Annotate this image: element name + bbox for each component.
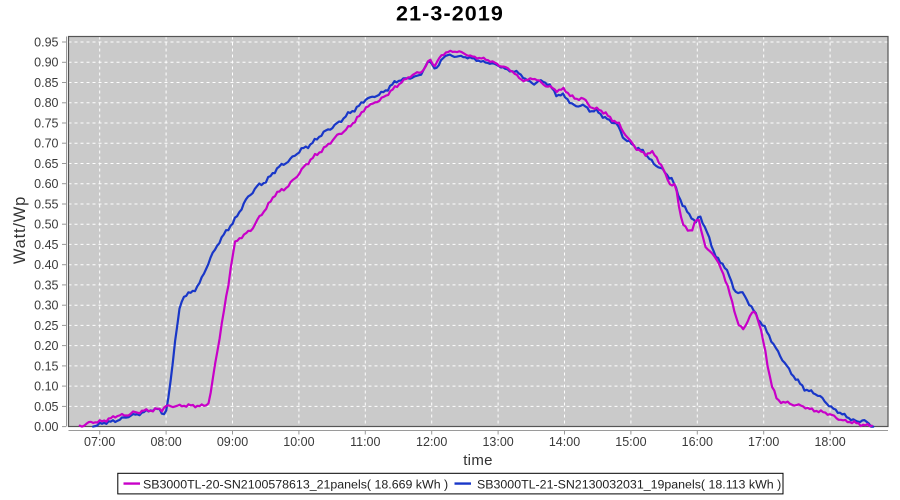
svg-text:0.60: 0.60 <box>34 177 58 191</box>
svg-text:0.50: 0.50 <box>34 218 58 232</box>
svg-text:15:00: 15:00 <box>615 435 646 449</box>
svg-text:0.75: 0.75 <box>34 116 58 130</box>
svg-text:0.90: 0.90 <box>34 56 58 70</box>
svg-text:21-3-2019: 21-3-2019 <box>396 2 504 26</box>
svg-text:0.55: 0.55 <box>34 197 58 211</box>
svg-text:18:00: 18:00 <box>814 435 845 449</box>
svg-text:10:00: 10:00 <box>283 435 314 449</box>
svg-text:0.35: 0.35 <box>34 278 58 292</box>
svg-text:0.95: 0.95 <box>34 35 58 49</box>
svg-text:14:00: 14:00 <box>549 435 580 449</box>
svg-text:09:00: 09:00 <box>217 435 248 449</box>
svg-text:0.00: 0.00 <box>34 420 58 434</box>
svg-text:12:00: 12:00 <box>416 435 447 449</box>
svg-text:0.30: 0.30 <box>34 299 58 313</box>
svg-text:Watt/Wp: Watt/Wp <box>11 196 29 264</box>
svg-text:17:00: 17:00 <box>748 435 779 449</box>
svg-text:08:00: 08:00 <box>150 435 181 449</box>
svg-text:0.40: 0.40 <box>34 258 58 272</box>
svg-text:13:00: 13:00 <box>482 435 513 449</box>
svg-text:0.70: 0.70 <box>34 137 58 151</box>
svg-text:0.05: 0.05 <box>34 400 58 414</box>
svg-text:07:00: 07:00 <box>84 435 115 449</box>
svg-text:0.15: 0.15 <box>34 359 58 373</box>
svg-text:SB3000TL-21-SN2130032031_19pan: SB3000TL-21-SN2130032031_19panels( 18.11… <box>477 478 781 492</box>
svg-text:0.85: 0.85 <box>34 76 58 90</box>
svg-text:0.80: 0.80 <box>34 96 58 110</box>
svg-text:16:00: 16:00 <box>682 435 713 449</box>
svg-text:0.45: 0.45 <box>34 238 58 252</box>
svg-text:0.65: 0.65 <box>34 157 58 171</box>
svg-text:0.25: 0.25 <box>34 319 58 333</box>
svg-text:0.20: 0.20 <box>34 339 58 353</box>
svg-text:0.10: 0.10 <box>34 380 58 394</box>
svg-text:time: time <box>463 452 493 469</box>
svg-text:SB3000TL-20-SN2100578613_21pan: SB3000TL-20-SN2100578613_21panels( 18.66… <box>143 478 448 492</box>
svg-text:11:00: 11:00 <box>350 435 380 449</box>
